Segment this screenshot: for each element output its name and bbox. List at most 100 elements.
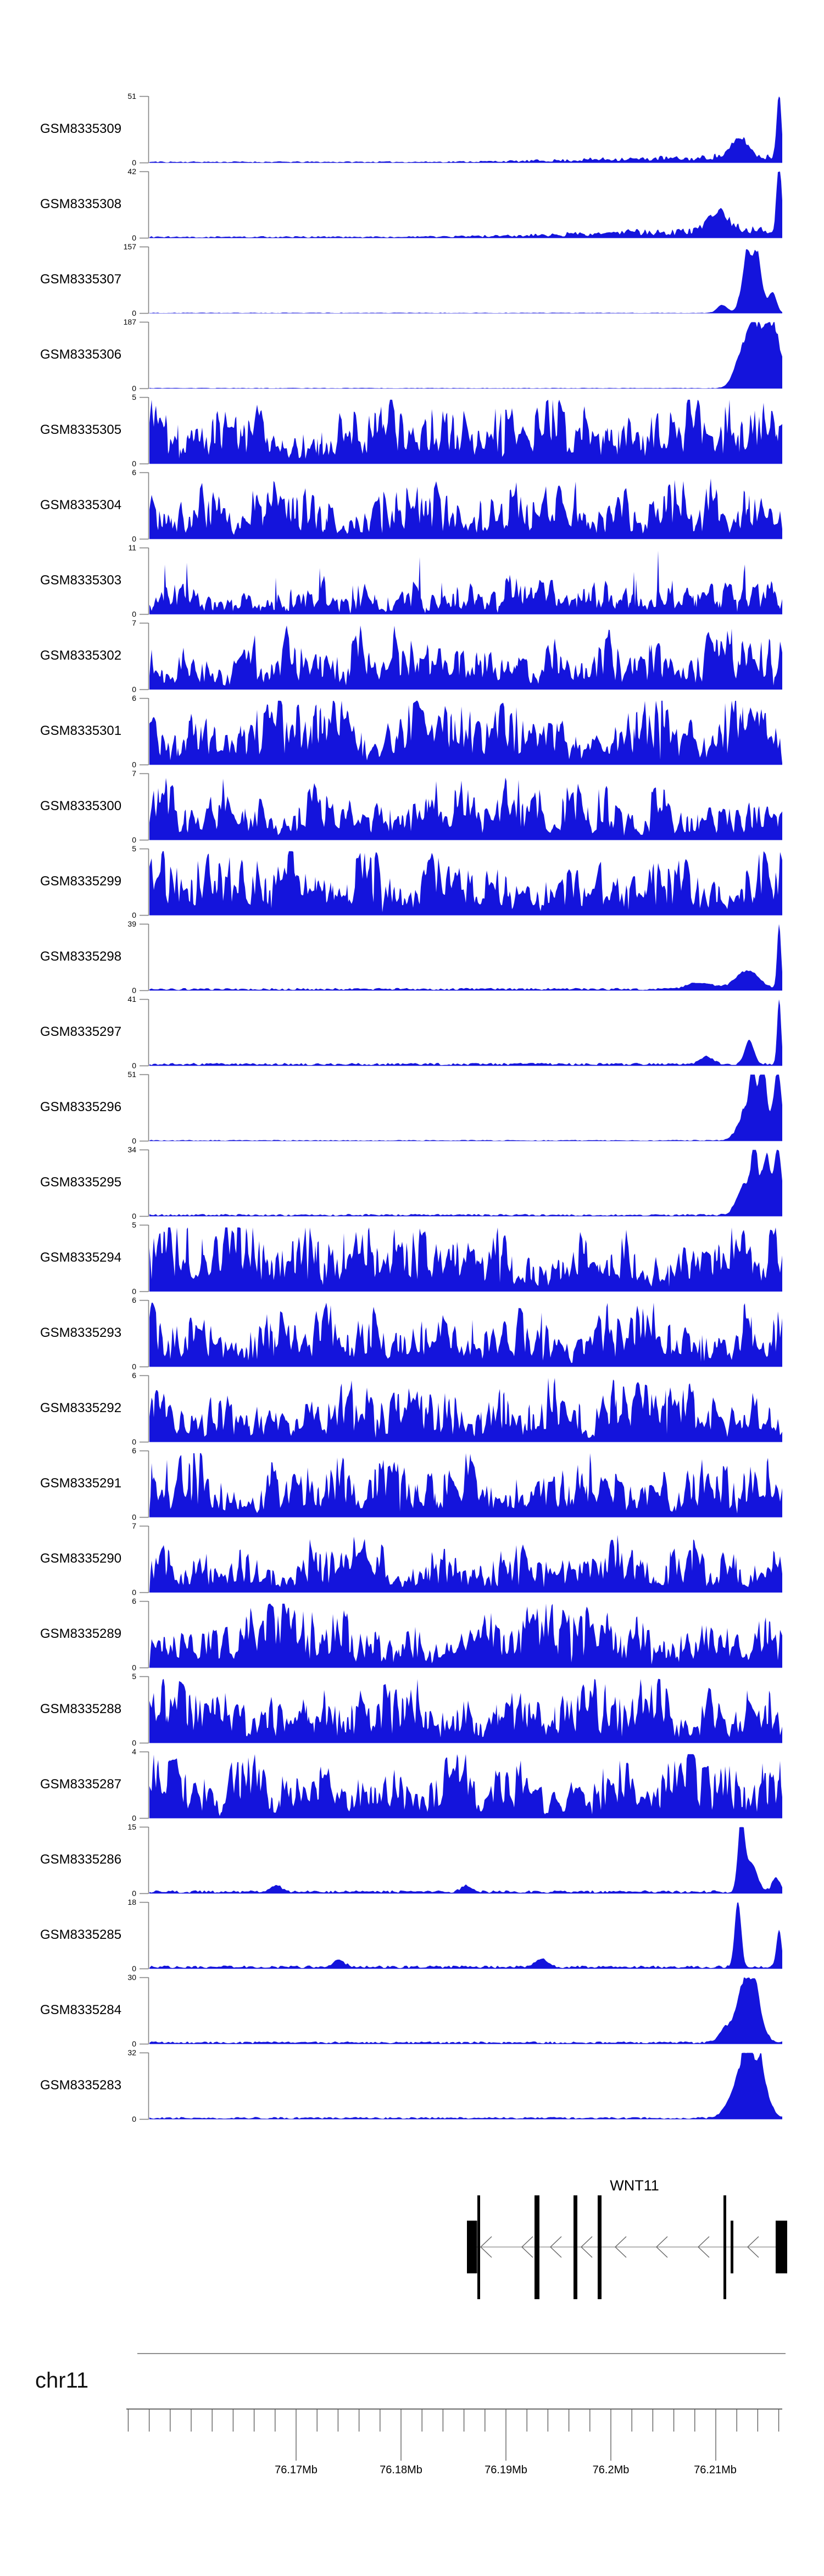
y-axis-zero-label: 0	[132, 1362, 136, 1371]
coverage-signal-area	[149, 399, 782, 464]
coverage-plot: 6 0	[132, 1296, 782, 1371]
y-axis-zero-label: 0	[132, 1287, 136, 1296]
track-sample-label: GSM8335290	[40, 1551, 122, 1566]
gene-exon-box	[731, 2221, 733, 2273]
coverage-signal-area	[149, 700, 782, 765]
coverage-plot: 42 0	[127, 167, 782, 242]
y-axis-max-label: 11	[128, 543, 136, 552]
coverage-track: GSM8335308 42 0	[0, 167, 824, 243]
coverage-plot: 34 0	[127, 1145, 782, 1220]
track-sample-label: GSM8335307	[40, 272, 122, 287]
gene-exon-box	[574, 2195, 577, 2299]
y-axis-max-label: 5	[132, 844, 136, 853]
y-axis-max-label: 18	[127, 1898, 136, 1906]
coverage-plot: 6 0	[132, 468, 782, 543]
track-sample-label: GSM8335294	[40, 1250, 122, 1265]
y-axis-zero-label: 0	[132, 986, 136, 995]
coverage-track: GSM8335295 34 0	[0, 1145, 824, 1221]
track-sample-label: GSM8335292	[40, 1401, 122, 1415]
coverage-signal-area	[149, 1378, 782, 1442]
track-sample-label: GSM8335298	[40, 949, 122, 964]
track-sample-label: GSM8335299	[40, 874, 122, 889]
y-axis-max-label: 5	[132, 393, 136, 402]
coverage-track: GSM8335304 6 0	[0, 468, 824, 544]
strand-direction-arrow-icon	[521, 2236, 533, 2258]
coverage-signal-area	[149, 1827, 782, 1894]
track-sample-label: GSM8335302	[40, 648, 122, 663]
track-sample-label: GSM8335301	[40, 723, 122, 738]
coverage-plot: 18 0	[127, 1898, 782, 1973]
track-sample-label: GSM8335296	[40, 1100, 122, 1114]
y-axis-zero-label: 0	[132, 1738, 136, 1747]
track-sample-label: GSM8335306	[40, 347, 122, 362]
y-axis-zero-label: 0	[132, 1588, 136, 1597]
track-sample-label: GSM8335303	[40, 573, 122, 588]
y-axis-zero-label: 0	[132, 685, 136, 694]
y-axis-max-label: 157	[124, 242, 137, 251]
coverage-signal-area	[149, 322, 782, 389]
gene-name-label: WNT11	[610, 2177, 659, 2194]
y-axis-zero-label: 0	[132, 1964, 136, 1973]
gene-exon-box	[723, 2195, 726, 2299]
strand-direction-arrow-icon	[480, 2236, 492, 2258]
y-axis-max-label: 41	[127, 995, 136, 1003]
coverage-signal-area	[149, 999, 782, 1066]
ruler-labels: 76.17Mb 76.18Mb 76.19Mb 76.2Mb 76.21Mb	[275, 2464, 737, 2476]
coverage-plot: 30 0	[127, 1973, 782, 2048]
coverage-track: GSM8335292 6 0	[0, 1371, 824, 1447]
coverage-plot: 5 0	[132, 393, 782, 468]
coverage-signal-area	[149, 777, 782, 840]
y-axis-max-label: 6	[132, 1371, 136, 1380]
coverage-track: GSM8335303 11 0	[0, 543, 824, 619]
y-axis-zero-label: 0	[132, 610, 136, 618]
coverage-plot: 4 0	[132, 1747, 782, 1822]
coverage-track: GSM8335298 39 0	[0, 919, 824, 995]
coverage-track: GSM8335283 32 0	[0, 2048, 824, 2124]
coverage-plot: 6 0	[132, 1446, 782, 1521]
y-axis-max-label: 51	[127, 1070, 136, 1079]
ruler-position-label: 76.2Mb	[593, 2464, 630, 2476]
gene-exon-box	[598, 2195, 602, 2299]
track-sample-label: GSM8335291	[40, 1476, 122, 1491]
ruler-ticks	[127, 2409, 780, 2461]
coverage-plot: 51 0	[127, 1070, 782, 1145]
gene-exon-box	[776, 2221, 787, 2273]
y-axis-max-label: 30	[127, 1973, 136, 1982]
track-sample-label: GSM8335300	[40, 799, 122, 813]
coverage-track: GSM8335306 187 0	[0, 317, 824, 393]
coverage-track: GSM8335289 6 0	[0, 1597, 824, 1672]
y-axis-max-label: 6	[132, 1446, 136, 1455]
track-sample-label: GSM8335304	[40, 498, 122, 512]
coverage-signal-area	[149, 1074, 782, 1141]
strand-direction-arrow-icon	[747, 2236, 759, 2258]
y-axis-zero-label: 0	[132, 1814, 136, 1822]
y-axis-zero-label: 0	[132, 1889, 136, 1898]
coverage-signal-area	[149, 1679, 782, 1743]
track-sample-label: GSM8335293	[40, 1325, 122, 1340]
coverage-plot: 39 0	[127, 919, 782, 995]
gene-exon-box	[467, 2221, 477, 2273]
coverage-plot: 157 0	[124, 242, 782, 317]
gene-model	[467, 2195, 787, 2299]
y-axis-zero-label: 0	[132, 158, 136, 167]
coverage-plot: 187 0	[124, 317, 782, 393]
genomic-position-ruler: 76.17Mb 76.18Mb 76.19Mb 76.2Mb 76.21Mb	[126, 2408, 782, 2476]
y-axis-max-label: 6	[132, 694, 136, 702]
y-axis-max-label: 5	[132, 1220, 136, 1229]
y-axis-zero-label: 0	[132, 2115, 136, 2123]
track-sample-label: GSM8335288	[40, 1702, 122, 1716]
y-axis-max-label: 187	[124, 317, 137, 326]
coverage-signal-area	[149, 478, 782, 539]
coverage-plot: 6 0	[132, 694, 782, 769]
coverage-track: GSM8335293 6 0	[0, 1296, 824, 1371]
coverage-track: GSM8335284 30 0	[0, 1973, 824, 2049]
coverage-track: GSM8335302 7 0	[0, 618, 824, 694]
coverage-plot: 15 0	[127, 1822, 782, 1898]
gene-annotation-track: WNT11	[467, 2177, 787, 2299]
y-axis-max-label: 6	[132, 468, 136, 477]
y-axis-zero-label: 0	[132, 911, 136, 919]
ruler-position-label: 76.17Mb	[275, 2464, 318, 2476]
y-axis-zero-label: 0	[132, 760, 136, 769]
y-axis-zero-label: 0	[132, 1136, 136, 1145]
